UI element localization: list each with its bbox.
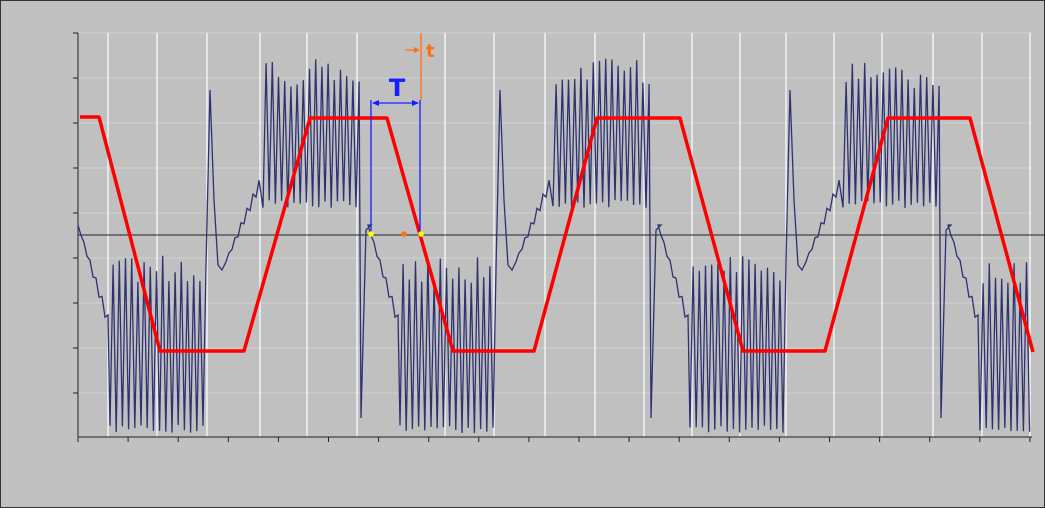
crossing-dot xyxy=(418,231,424,237)
period-label: T xyxy=(389,74,406,102)
delay-dot xyxy=(401,231,407,237)
delay-label: t xyxy=(426,41,435,62)
crossing-dot xyxy=(368,231,374,237)
